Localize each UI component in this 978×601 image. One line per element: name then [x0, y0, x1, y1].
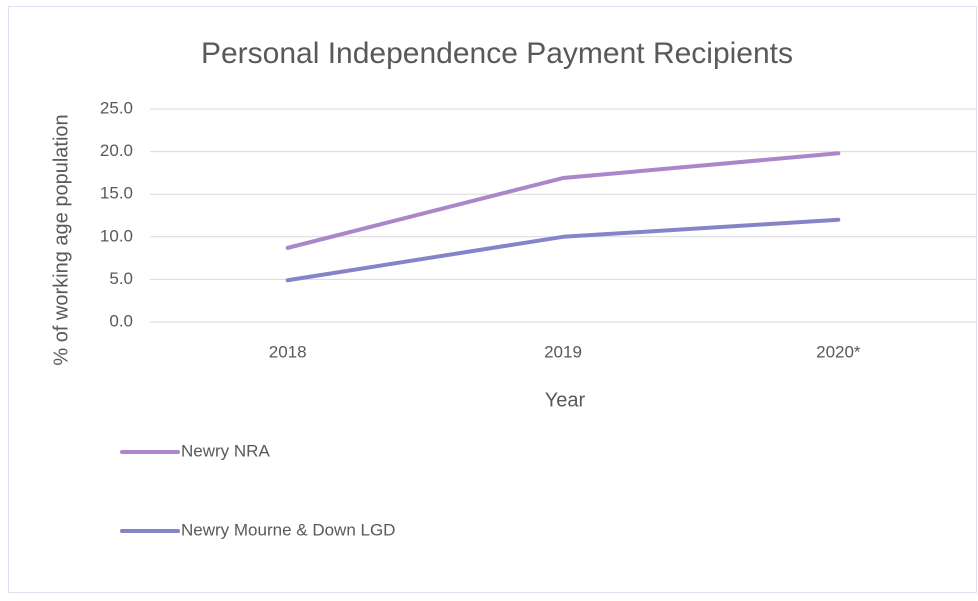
chart-frame — [8, 6, 977, 593]
y-tick-label: 10.0 — [100, 226, 133, 245]
legend-label: Newry NRA — [181, 441, 270, 460]
legend-label: Newry Mourne & Down LGD — [181, 520, 395, 539]
x-axis-title: Year — [545, 389, 586, 411]
series-line — [285, 217, 841, 283]
y-axis-title: % of working age population — [50, 114, 72, 365]
y-tick-label: 20.0 — [100, 141, 133, 160]
x-tick-label: 2018 — [269, 342, 307, 361]
y-tick-label: 15.0 — [100, 184, 133, 203]
y-tick-label: 0.0 — [109, 311, 133, 330]
chart-title: Personal Independence Payment Recipients — [201, 37, 793, 70]
series-line — [285, 151, 841, 250]
y-tick-label: 25.0 — [100, 98, 133, 117]
x-tick-label: 2019 — [544, 342, 582, 361]
y-tick-label: 5.0 — [109, 269, 133, 288]
x-tick-label: 2020* — [816, 342, 861, 361]
